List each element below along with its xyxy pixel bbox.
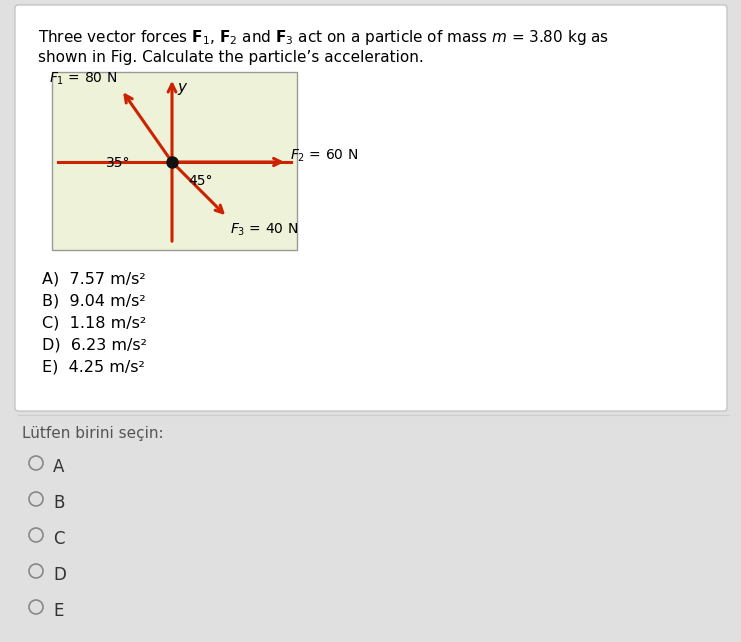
Text: 45°: 45°: [188, 174, 213, 188]
Text: $F_2$ = 60 N: $F_2$ = 60 N: [290, 148, 358, 164]
Text: C: C: [53, 530, 64, 548]
Text: y: y: [177, 80, 186, 95]
Text: 35°: 35°: [105, 156, 130, 170]
Text: A: A: [53, 458, 64, 476]
Text: E)  4.25 m/s²: E) 4.25 m/s²: [42, 360, 144, 375]
Text: E: E: [53, 602, 64, 620]
Text: Lütfen birini seçin:: Lütfen birini seçin:: [22, 426, 164, 441]
Text: A)  7.57 m/s²: A) 7.57 m/s²: [42, 272, 146, 287]
FancyBboxPatch shape: [15, 5, 727, 411]
Text: B)  9.04 m/s²: B) 9.04 m/s²: [42, 294, 146, 309]
Text: D: D: [53, 566, 66, 584]
Text: $F_3$ = 40 N: $F_3$ = 40 N: [230, 221, 298, 238]
Text: C)  1.18 m/s²: C) 1.18 m/s²: [42, 316, 146, 331]
Text: shown in Fig. Calculate the particle’s acceleration.: shown in Fig. Calculate the particle’s a…: [38, 50, 424, 65]
Text: D)  6.23 m/s²: D) 6.23 m/s²: [42, 338, 147, 353]
Text: B: B: [53, 494, 64, 512]
Text: Three vector forces $\mathbf{F}_1$, $\mathbf{F}_2$ and $\mathbf{F}_3$ act on a p: Three vector forces $\mathbf{F}_1$, $\ma…: [38, 28, 609, 47]
Text: $F_1$ = 80 N: $F_1$ = 80 N: [50, 71, 118, 87]
Bar: [52, 72, 297, 250]
